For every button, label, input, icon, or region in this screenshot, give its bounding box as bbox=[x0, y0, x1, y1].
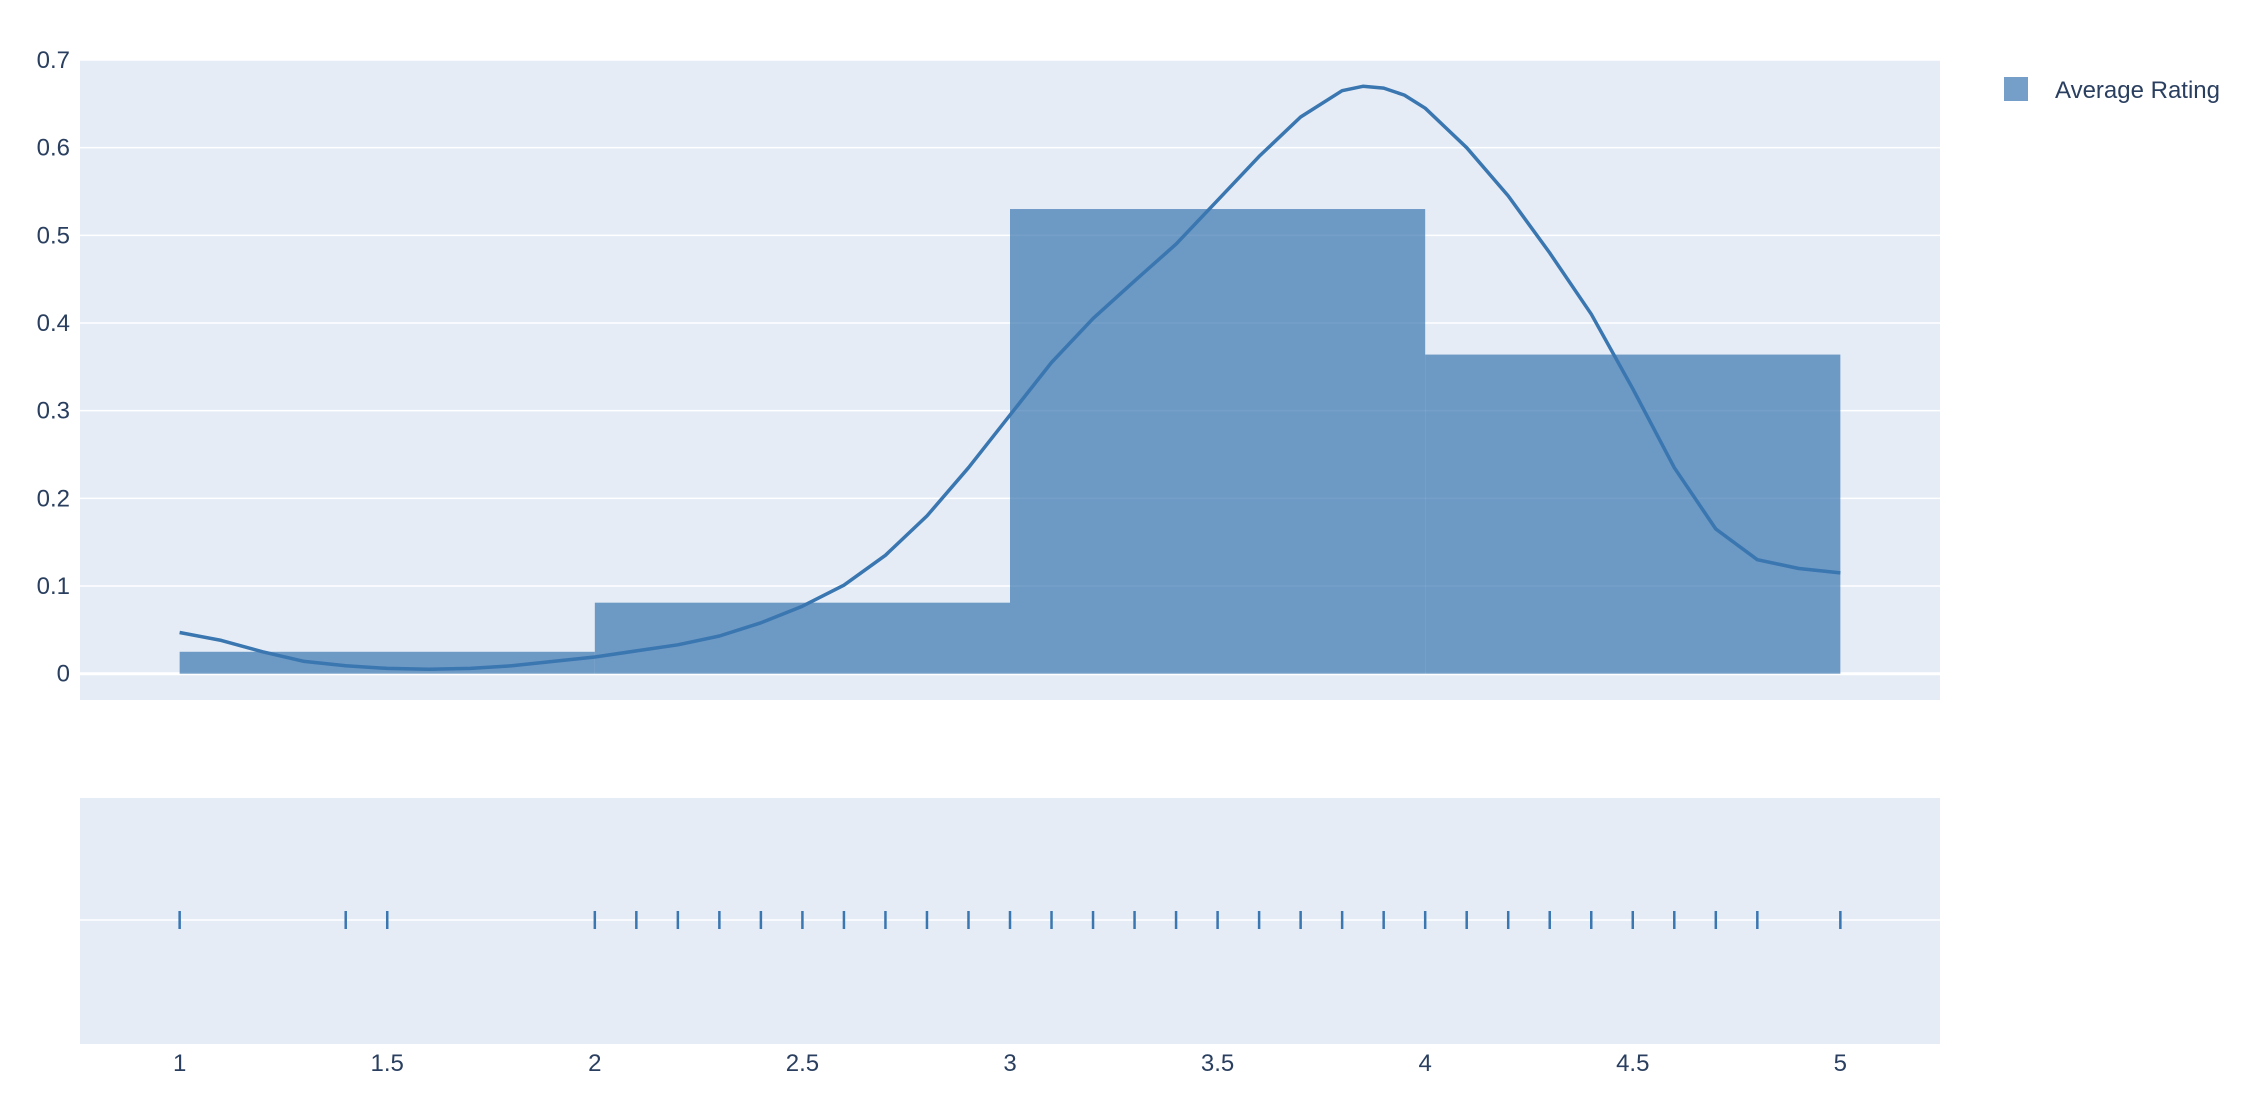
y-tick-label: 0.7 bbox=[37, 47, 70, 74]
x-tick-label: 3.5 bbox=[1201, 1050, 1234, 1077]
y-tick-label: 0.3 bbox=[37, 398, 70, 425]
y-tick-label: 0.1 bbox=[37, 573, 70, 600]
y-tick-label: 0 bbox=[57, 661, 70, 688]
x-tick-label: 5 bbox=[1834, 1050, 1847, 1077]
x-tick-label: 3 bbox=[1003, 1050, 1016, 1077]
y-tick-label: 0.4 bbox=[37, 310, 70, 337]
x-tick-label: 2 bbox=[588, 1050, 601, 1077]
histogram-bar bbox=[594, 602, 1010, 674]
y-tick-label: 0.5 bbox=[37, 222, 70, 249]
x-tick-label: 1.5 bbox=[371, 1050, 404, 1077]
histogram-bars bbox=[179, 209, 1841, 674]
x-tick-label: 1 bbox=[173, 1050, 186, 1077]
y-tick-label: 0.6 bbox=[37, 135, 70, 162]
x-tick-label: 4.5 bbox=[1616, 1050, 1649, 1077]
y-axis-tick-labels: 0 0.1 0.2 0.3 0.4 0.5 0.6 0.7 bbox=[37, 47, 70, 688]
histogram-bar bbox=[1425, 354, 1841, 674]
density-curve-line bbox=[179, 84, 1841, 672]
x-axis-tick-labels: 1 1.5 2 2.5 3 3.5 4 4.5 5 bbox=[173, 1050, 1847, 1077]
legend[interactable]: Average Rating bbox=[2004, 77, 2220, 104]
legend-swatch[interactable] bbox=[2004, 77, 2028, 101]
legend-label-average-rating[interactable]: Average Rating bbox=[2055, 77, 2220, 104]
x-tick-label: 2.5 bbox=[786, 1050, 819, 1077]
rug-marks bbox=[178, 911, 1842, 929]
density-curve bbox=[179, 84, 1841, 672]
y-tick-label: 0.2 bbox=[37, 485, 70, 512]
x-tick-label: 4 bbox=[1418, 1050, 1431, 1077]
histogram-bar bbox=[1010, 209, 1426, 674]
